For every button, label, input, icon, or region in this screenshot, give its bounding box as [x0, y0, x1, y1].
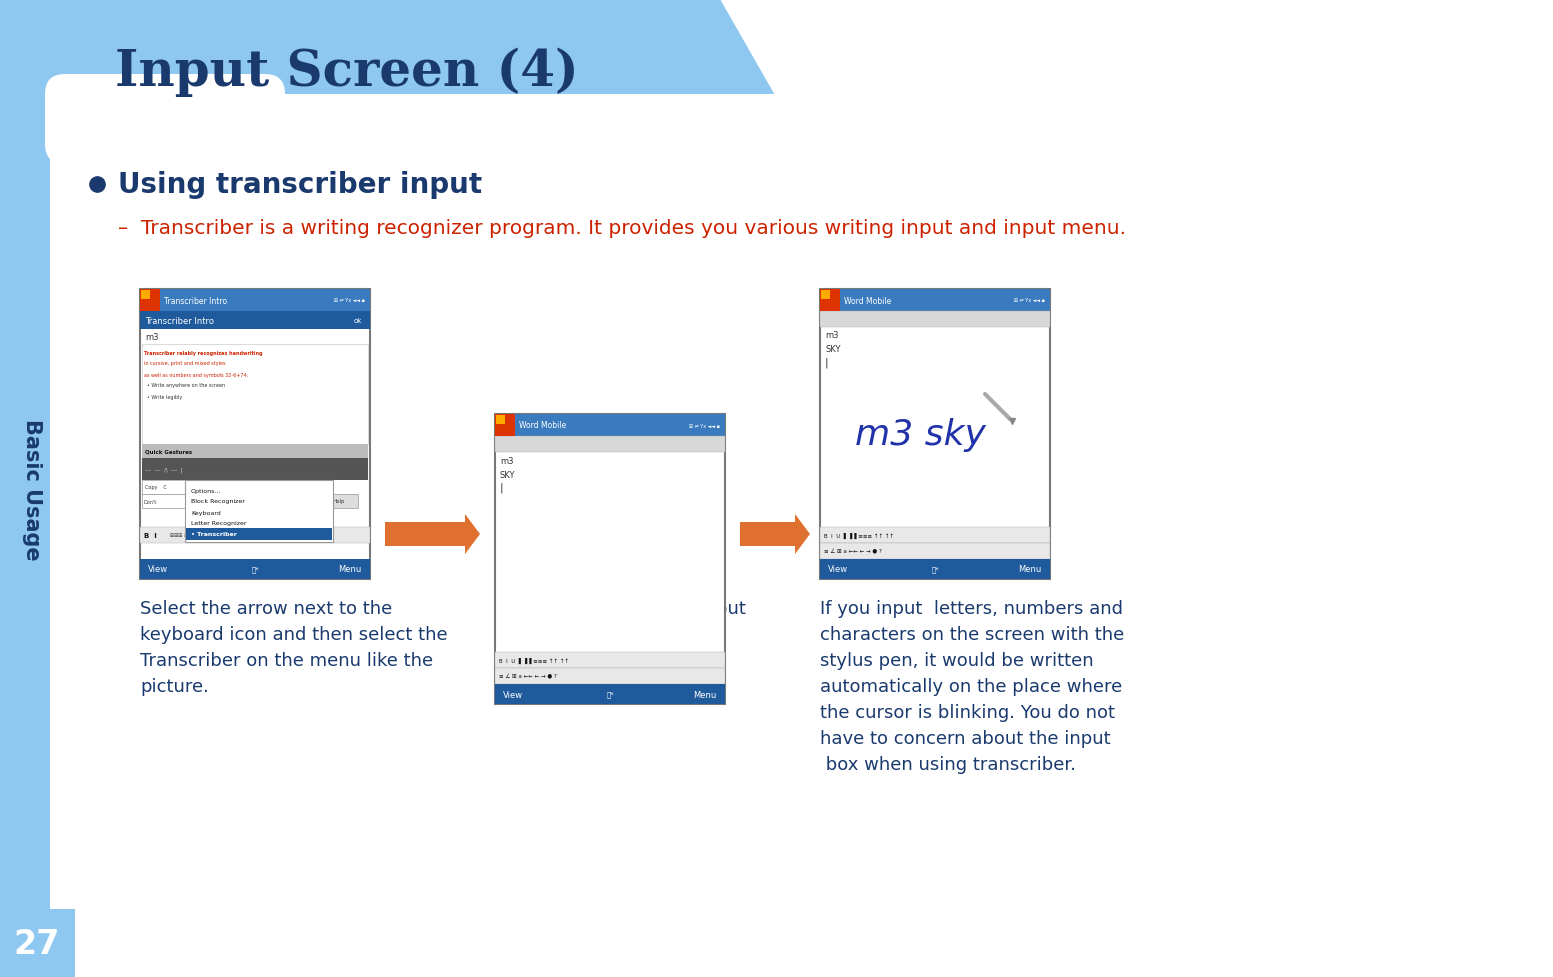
Text: Quick Gestures: Quick Gestures	[144, 449, 193, 454]
Text: m3: m3	[144, 333, 158, 342]
FancyBboxPatch shape	[320, 494, 359, 508]
Text: m3 sky: m3 sky	[856, 417, 986, 451]
Text: Transcriber Intro: Transcriber Intro	[165, 296, 227, 305]
FancyBboxPatch shape	[140, 290, 160, 312]
Text: ⛲*: ⛲*	[932, 566, 940, 573]
FancyBboxPatch shape	[495, 415, 505, 425]
FancyBboxPatch shape	[186, 529, 332, 540]
Text: |: |	[825, 358, 829, 368]
FancyBboxPatch shape	[140, 290, 370, 579]
Text: Transcriber relably recognizes handwriting: Transcriber relably recognizes handwriti…	[144, 350, 262, 355]
Text: Input Screen (4): Input Screen (4)	[115, 47, 579, 97]
Text: SKY: SKY	[500, 470, 516, 479]
FancyBboxPatch shape	[141, 291, 151, 300]
Text: ---  ---  /\  ---  |: --- --- /\ --- |	[144, 467, 183, 472]
Text: box when using transcriber.: box when using transcriber.	[820, 755, 1076, 773]
Text: screen.: screen.	[495, 625, 561, 643]
FancyBboxPatch shape	[0, 909, 75, 977]
Text: B  I  U  ▌▐▐ ≡≡≡ ↑↑ ↑↑: B I U ▌▐▐ ≡≡≡ ↑↑ ↑↑	[499, 658, 568, 663]
Text: have to concern about the input: have to concern about the input	[820, 729, 1110, 747]
Text: as well as numbers and symbols 32-6+74:: as well as numbers and symbols 32-6+74:	[144, 372, 248, 377]
Text: Transcriber on the menu like the: Transcriber on the menu like the	[140, 652, 433, 669]
Text: stylus pen, it would be written: stylus pen, it would be written	[820, 652, 1093, 669]
FancyBboxPatch shape	[495, 653, 725, 668]
FancyBboxPatch shape	[495, 437, 725, 452]
Text: –  Transcriber is a writing recognizer program. It provides you various writing : – Transcriber is a writing recognizer pr…	[118, 218, 1126, 237]
Text: Copy    C: Copy C	[144, 485, 166, 490]
FancyBboxPatch shape	[495, 684, 725, 704]
Text: Basic Usage: Basic Usage	[22, 419, 42, 560]
FancyBboxPatch shape	[141, 345, 368, 445]
Text: Word Mobile: Word Mobile	[519, 421, 567, 430]
FancyBboxPatch shape	[495, 414, 516, 437]
Text: This is the Transcriber input: This is the Transcriber input	[495, 599, 745, 617]
Text: picture.: picture.	[140, 677, 208, 696]
Text: ⊞ ⇌ Yx ◄◄ ▪: ⊞ ⇌ Yx ◄◄ ▪	[690, 423, 721, 428]
FancyBboxPatch shape	[140, 528, 370, 543]
Text: If you input  letters, numbers and: If you input letters, numbers and	[820, 599, 1123, 617]
Polygon shape	[0, 0, 800, 140]
Text: Options...: Options...	[191, 488, 222, 493]
FancyBboxPatch shape	[140, 290, 370, 312]
FancyBboxPatch shape	[822, 291, 829, 300]
FancyBboxPatch shape	[495, 414, 725, 704]
FancyBboxPatch shape	[50, 95, 1553, 977]
Text: View: View	[828, 565, 848, 573]
Polygon shape	[739, 515, 811, 554]
Text: Using transcriber input: Using transcriber input	[118, 171, 481, 198]
Text: characters on the screen with the: characters on the screen with the	[820, 625, 1124, 643]
Text: m3: m3	[825, 331, 839, 340]
Text: • Write anywhere on the screen: • Write anywhere on the screen	[144, 383, 225, 388]
Text: the cursor is blinking. You do not: the cursor is blinking. You do not	[820, 703, 1115, 721]
Text: ≡ ∠ ⊞ a ←← ← → ● ?: ≡ ∠ ⊞ a ←← ← → ● ?	[825, 549, 882, 554]
Text: • Transcriber: • Transcriber	[191, 531, 238, 537]
Text: keyboard icon and then select the: keyboard icon and then select the	[140, 625, 447, 643]
FancyBboxPatch shape	[820, 290, 1050, 312]
Text: Block Recognizer: Block Recognizer	[191, 499, 245, 504]
Text: SKY: SKY	[825, 345, 840, 354]
FancyBboxPatch shape	[820, 528, 1050, 543]
Text: ⊞⊞⊞ ≡≡≡≡≡ 仔仔: ⊞⊞⊞ ≡≡≡≡≡ 仔仔	[169, 533, 211, 538]
Text: View: View	[148, 565, 168, 573]
FancyBboxPatch shape	[820, 290, 840, 312]
Text: Menu: Menu	[339, 565, 362, 573]
Text: B  I: B I	[144, 532, 157, 538]
Text: Menu: Menu	[1019, 565, 1042, 573]
Text: Keyboard: Keyboard	[191, 510, 221, 515]
Text: B  I  U  ▌▐▐ ≡≡≡ ↑↑ ↑↑: B I U ▌▐▐ ≡≡≡ ↑↑ ↑↑	[825, 532, 895, 538]
Text: Word Mobile: Word Mobile	[843, 296, 891, 305]
Polygon shape	[385, 515, 480, 554]
FancyBboxPatch shape	[0, 140, 65, 977]
Text: Help: Help	[332, 499, 345, 504]
FancyBboxPatch shape	[820, 312, 1050, 327]
FancyBboxPatch shape	[141, 445, 368, 458]
FancyBboxPatch shape	[495, 414, 725, 437]
Text: • Write legibly: • Write legibly	[144, 394, 182, 399]
FancyBboxPatch shape	[65, 95, 1553, 977]
Text: L Correct: L Correct	[259, 485, 283, 490]
FancyBboxPatch shape	[141, 458, 368, 481]
Text: ok: ok	[354, 318, 362, 323]
FancyBboxPatch shape	[820, 560, 1050, 579]
Text: Don't: Don't	[144, 499, 157, 504]
Text: ⛲*: ⛲*	[606, 691, 613, 698]
Text: |: |	[500, 483, 503, 492]
FancyBboxPatch shape	[141, 494, 186, 508]
FancyBboxPatch shape	[820, 290, 1050, 579]
FancyBboxPatch shape	[185, 481, 332, 542]
Text: ≡ ∠ ⊞ a ←← ← → ● ?: ≡ ∠ ⊞ a ←← ← → ● ?	[499, 674, 556, 679]
Text: Menu: Menu	[693, 690, 716, 699]
FancyBboxPatch shape	[140, 312, 370, 329]
Text: 27: 27	[14, 926, 61, 959]
FancyBboxPatch shape	[141, 481, 256, 494]
Text: Transcriber Intro: Transcriber Intro	[144, 317, 214, 325]
Text: m3: m3	[500, 456, 514, 465]
Text: automatically on the place where: automatically on the place where	[820, 677, 1123, 696]
Text: View: View	[503, 690, 523, 699]
Text: ⊞ ⇌ Yx ◄◄ ▪: ⊞ ⇌ Yx ◄◄ ▪	[1014, 298, 1045, 303]
Text: Letter Recognizer: Letter Recognizer	[191, 521, 247, 526]
FancyBboxPatch shape	[140, 560, 370, 579]
FancyBboxPatch shape	[820, 543, 1050, 560]
Text: in cursive, print and mixed styles: in cursive, print and mixed styles	[144, 361, 225, 366]
